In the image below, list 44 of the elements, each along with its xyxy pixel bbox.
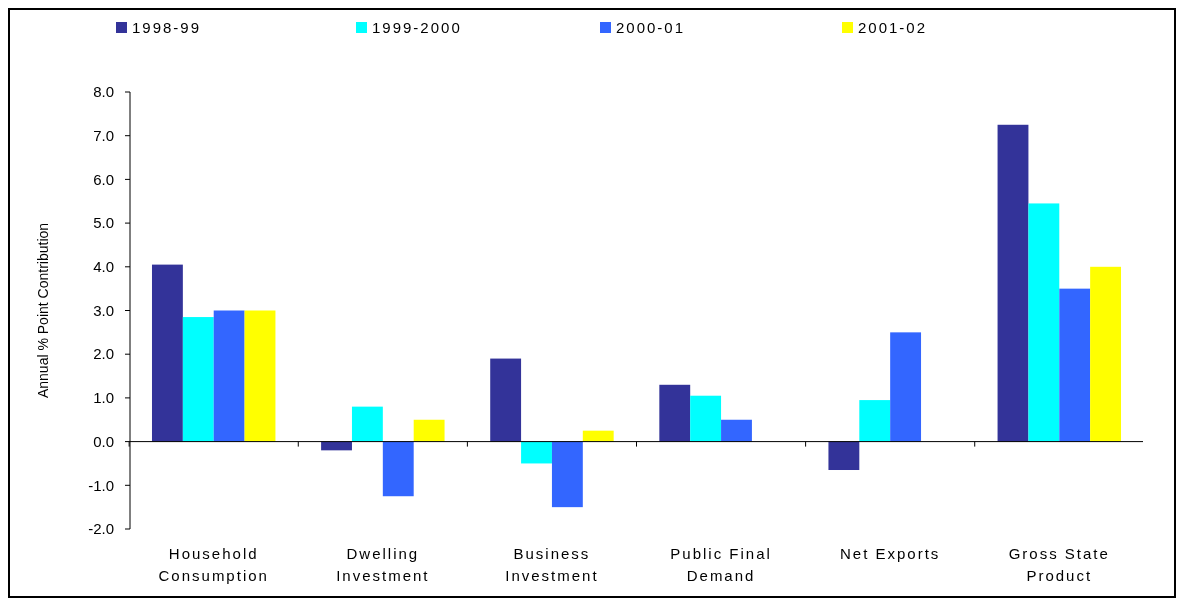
x-tick-label: Net Exports (839, 545, 941, 562)
bar (413, 419, 445, 442)
bar (321, 441, 352, 451)
legend-label: 1999-2000 (372, 19, 462, 37)
y-axis-title: Annual % Point Contribution (35, 222, 51, 399)
bar (490, 358, 522, 442)
y-tick-label: 6.0 (93, 170, 114, 188)
y-tick-label: 3.0 (93, 301, 114, 319)
bar (551, 441, 583, 508)
y-tick-label: -1.0 (88, 476, 114, 494)
legend-label: 2001-02 (858, 19, 928, 37)
x-tick-label: Dwelling Investment (336, 545, 430, 584)
bar (997, 124, 1029, 442)
x-tick-label: Business Investment (505, 545, 599, 584)
bar (151, 264, 183, 442)
bar (382, 441, 414, 497)
bar (859, 400, 891, 442)
bar (1028, 203, 1060, 442)
bar (582, 430, 614, 442)
bar (213, 310, 245, 442)
legend-label: 1998-99 (132, 19, 202, 37)
bar (828, 441, 860, 471)
legend-label: 2000-01 (616, 19, 686, 37)
bar (659, 384, 691, 442)
y-tick-label: 5.0 (93, 214, 114, 232)
bar (1090, 266, 1122, 442)
bar (351, 406, 383, 442)
bar (182, 317, 214, 442)
bar (1059, 288, 1091, 442)
y-tick-label: 8.0 (93, 83, 114, 101)
y-tick-label: 2.0 (93, 345, 114, 363)
bar (721, 419, 752, 442)
y-tick-label: 0.0 (93, 432, 114, 450)
y-tick-label: 1.0 (93, 389, 114, 407)
y-tick-label: -2.0 (88, 520, 114, 538)
bar (244, 310, 276, 442)
bar (690, 395, 722, 442)
bar (521, 441, 552, 464)
y-tick-label: 4.0 (93, 258, 114, 276)
x-tick-label: Household Consumption (158, 545, 269, 584)
x-tick-label: Public Final Demand (670, 545, 772, 584)
y-tick-label: 7.0 (93, 126, 114, 144)
x-tick-label: Gross State Product (1008, 545, 1110, 584)
bar (890, 332, 922, 442)
